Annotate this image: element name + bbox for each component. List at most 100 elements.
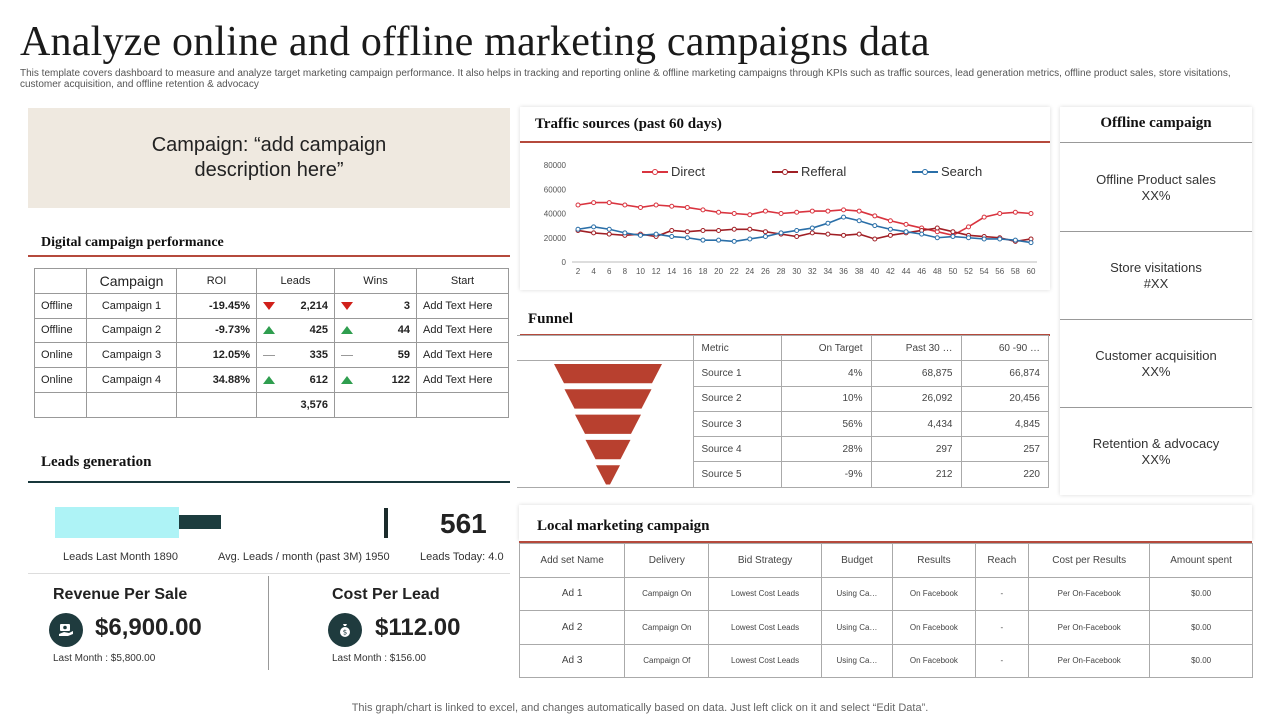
local-marketing-heading: Local marketing campaign [537, 518, 710, 534]
section-divider [520, 141, 1050, 143]
table-total-row: 3,576 [34, 391, 509, 418]
trend-up-icon [341, 326, 353, 335]
x-tick-label: 22 [730, 267, 739, 276]
page-title: Analyze online and offline marketing cam… [20, 19, 930, 65]
table-header-cell [34, 268, 87, 294]
data-point [950, 234, 956, 240]
campaign-description-line2: description here” [194, 159, 344, 181]
x-tick-label: 60 [1027, 267, 1036, 276]
data-point [966, 224, 972, 230]
offline-item-customer-acquisition: Customer acquisition XX% [1060, 348, 1252, 380]
data-point [606, 226, 612, 232]
table-cell[interactable]: Add Text Here [416, 342, 509, 369]
table-cell: Source 3 [692, 410, 782, 438]
data-point [591, 200, 597, 206]
series-line-direct [577, 201, 1032, 237]
table-cell: 425 [256, 317, 335, 344]
x-tick-label: 38 [855, 267, 864, 276]
data-point [856, 218, 862, 224]
data-point [731, 226, 737, 232]
table-cell[interactable]: Add Text Here [416, 317, 509, 344]
table-cell-value: 122 [391, 374, 410, 387]
table-cell: -19.45% [176, 292, 257, 319]
table-cell[interactable]: Add Text Here [416, 292, 509, 319]
table-cell: Lowest Cost Leads [708, 643, 822, 678]
cost-per-lead-title: Cost Per Lead [332, 586, 440, 603]
table-cell-value: 59 [397, 349, 410, 362]
table-cell: 220 [960, 461, 1049, 488]
data-point [856, 231, 862, 237]
data-point [887, 218, 893, 224]
data-point [762, 208, 768, 214]
table-cell: Campaign 3 [86, 342, 177, 369]
table-cell: Ad 2 [518, 610, 626, 645]
data-point [809, 208, 815, 214]
x-tick-label: 24 [745, 267, 754, 276]
table-header-cell: Wins [334, 268, 417, 294]
table-header-cell: On Target [780, 334, 872, 362]
table-header-cell: Leads [256, 268, 335, 294]
legend-marker [782, 169, 788, 175]
data-point [684, 235, 690, 241]
section-divider [28, 481, 510, 483]
x-tick-label: 36 [839, 267, 848, 276]
table-row: Source 5 -9% 212 220 [517, 461, 1049, 488]
table-cell-value: 612 [309, 374, 328, 387]
x-tick-label: 16 [683, 267, 692, 276]
table-header-cell: Results [892, 543, 976, 578]
data-point [903, 229, 909, 235]
data-point [809, 230, 815, 236]
offline-item-label: Store visitations [1110, 260, 1202, 275]
x-tick-label: 32 [808, 267, 817, 276]
legend-marker [652, 169, 658, 175]
offline-item-product-sales: Offline Product sales XX% [1060, 172, 1252, 204]
x-tick-label: 26 [761, 267, 770, 276]
table-cell-value: 44 [397, 324, 410, 337]
data-point [669, 227, 675, 233]
data-point [575, 202, 581, 208]
data-point [731, 238, 737, 244]
data-point [825, 208, 831, 214]
data-point [606, 231, 612, 237]
table-cell: Campaign 4 [86, 367, 177, 393]
data-point [981, 214, 987, 220]
data-point [606, 200, 612, 206]
data-point [747, 236, 753, 242]
leads-today-bar [179, 515, 221, 529]
local-marketing-card [519, 505, 1252, 541]
table-row: Online Campaign 3 12.05% 335 59 Add Text Here [34, 342, 509, 369]
table-cell: - [974, 576, 1030, 611]
campaign-description-box[interactable]: Campaign: “add campaign description here… [28, 108, 510, 208]
offline-divider [1060, 142, 1252, 143]
table-cell: 66,874 [960, 360, 1049, 387]
table-cell: Using Ca… [820, 576, 894, 611]
section-divider [519, 541, 1252, 543]
table-header-cell: Past 30 … [870, 334, 962, 362]
table-cell: Campaign 2 [86, 317, 177, 344]
table-cell: 44 [334, 317, 417, 344]
data-point [747, 212, 753, 218]
trend-down-icon [341, 301, 353, 310]
data-point [1028, 211, 1034, 216]
table-cell[interactable]: Add Text Here [416, 367, 509, 393]
data-point [794, 227, 800, 233]
total-leads-value: 3,576 [256, 391, 335, 418]
table-header-cell: ROI [176, 268, 257, 294]
data-point [1012, 209, 1018, 215]
data-point [591, 224, 597, 230]
cost-per-lead-value: $112.00 [375, 614, 461, 641]
offline-campaign-heading: Offline campaign [1100, 115, 1212, 131]
data-point [637, 204, 643, 210]
table-header-cell: Budget [820, 543, 894, 578]
table-cell: $0.00 [1149, 610, 1253, 645]
table-cell [334, 391, 417, 418]
money-bag-icon: $ [328, 613, 362, 647]
footer-note: This graph/chart is linked to excel, and… [351, 702, 929, 714]
data-point [794, 234, 800, 240]
table-row: Ad 1 Campaign On Lowest Cost Leads Using Ca… [518, 576, 1253, 611]
x-tick-label: 44 [902, 267, 911, 276]
table-cell [416, 391, 509, 418]
table-cell: - [974, 610, 1030, 645]
data-point [794, 209, 800, 215]
